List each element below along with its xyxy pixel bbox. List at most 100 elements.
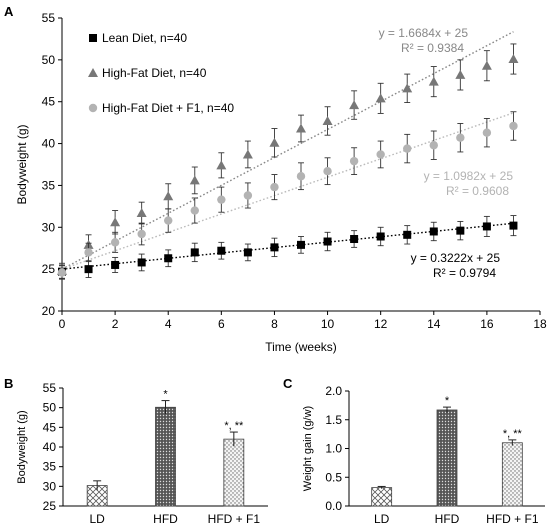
category-label: LD (374, 512, 390, 526)
data-point (137, 229, 146, 239)
data-point (349, 100, 360, 110)
y-tick-label: 35 (43, 460, 57, 474)
y-tick-label: 2.0 (325, 384, 342, 398)
data-point (428, 76, 439, 86)
data-point (111, 260, 120, 269)
data-point (456, 133, 465, 142)
data-point (217, 246, 226, 255)
category-label: HFD + F1 (208, 512, 261, 526)
data-point (89, 34, 97, 42)
data-point (350, 235, 359, 244)
data-point (481, 60, 492, 70)
x-axis-label: Time (weeks) (265, 340, 337, 354)
data-point (137, 258, 146, 267)
data-point (296, 172, 306, 181)
category-label: HFD (435, 512, 460, 526)
trendline (61, 31, 514, 270)
data-point (323, 166, 332, 176)
bar (223, 438, 245, 507)
data-point (189, 175, 200, 185)
y-tick-label: 55 (43, 381, 57, 395)
y-tick-label: 40 (43, 440, 57, 454)
data-point (270, 182, 279, 192)
y-tick-label: 0.0 (325, 499, 342, 513)
data-point (243, 191, 253, 200)
legend-entry: High-Fat Diet, n=40 (102, 66, 207, 80)
significance-label: * (445, 395, 450, 407)
legend-entry: High-Fat Diet + F1, n=40 (102, 101, 234, 115)
panel-label-c: C (283, 376, 293, 391)
x-tick-label: 0 (59, 317, 66, 331)
x-tick-label: 6 (218, 317, 225, 331)
trendlines (61, 31, 514, 270)
data-point (429, 141, 438, 150)
data-series (57, 43, 519, 280)
data-point (242, 149, 253, 159)
trendline-equation: y = 1.0982x + 25 (424, 169, 514, 183)
data-point (482, 128, 492, 137)
y-tick-label: 50 (42, 53, 56, 67)
x-tick-label: 12 (374, 317, 388, 331)
y-tick-label: 1.0 (325, 442, 342, 456)
trendline-r2: R² = 0.9794 (433, 266, 496, 280)
data-point (509, 121, 518, 131)
data-point (349, 156, 359, 166)
x-tick-label: 10 (321, 317, 335, 331)
trendline-equation: y = 0.3222x + 25 (411, 251, 501, 265)
data-point (323, 237, 332, 246)
data-point (403, 230, 412, 239)
y-axis-label: Weight gain (g/w) (302, 406, 314, 491)
panel-label-a: A (4, 4, 14, 19)
x-tick-label: 2 (112, 317, 119, 331)
data-point (455, 69, 466, 79)
line-chart-bodyweight: 20 25 30 35 40 45 50 55 0 2 4 6 8 10 12 14 16 18 Lean Die… (15, 11, 547, 354)
bar-chart-weight-gain: 0.0 0.5 1.0 1.5 2.0 LD * HFD *, ** HFD + F1 Weig… (302, 384, 545, 526)
category-label: LD (89, 512, 105, 526)
chart-legend: Lean Diet, n=40 High-Fat Diet, n=40 High-F… (88, 31, 234, 115)
data-point (84, 248, 93, 257)
x-tick-label: 18 (533, 317, 547, 331)
y-tick-label: 55 (42, 11, 56, 25)
series (57, 111, 518, 280)
significance-label: *, ** (224, 420, 244, 432)
data-point (269, 137, 280, 147)
significance-label: * (163, 389, 168, 401)
data-point (376, 232, 385, 241)
bar-chart-bodyweight: 25 30 35 40 45 50 55 LD * HFD *, ** HFD + F1 Bodyw… (16, 381, 268, 526)
y-tick-label: 30 (43, 479, 57, 493)
legend-entry: Lean Diet, n=40 (102, 31, 187, 45)
x-tick-label: 14 (427, 317, 441, 331)
bar (436, 409, 458, 507)
category-label: HFD (153, 512, 178, 526)
data-point (376, 150, 385, 159)
trendline-r2: R² = 0.9384 (401, 41, 464, 55)
data-point (375, 93, 386, 103)
x-tick-label: 8 (271, 317, 278, 331)
data-point (164, 254, 173, 263)
data-point (429, 227, 438, 236)
data-point (217, 195, 226, 204)
data-point (190, 206, 199, 215)
y-tick-label: 1.5 (325, 413, 342, 427)
data-point (84, 265, 93, 274)
data-point (110, 238, 120, 247)
y-tick-label: 30 (42, 220, 56, 234)
chart-axes: 20 25 30 35 40 45 50 55 0 2 4 6 8 10 12 14 16 18 (42, 11, 547, 331)
y-tick-label: 45 (42, 95, 56, 109)
y-axis-label: Bodyweight (g) (16, 410, 28, 483)
data-point (456, 226, 465, 235)
data-point (88, 68, 98, 77)
data-point (508, 54, 519, 64)
y-tick-label: 0.5 (325, 470, 342, 484)
y-axis-label: Bodyweight (g) (15, 124, 29, 204)
data-point (163, 191, 174, 201)
data-point (136, 208, 147, 218)
bar (501, 442, 523, 507)
category-label: HFD + F1 (486, 512, 539, 526)
significance-label: *, ** (503, 428, 523, 440)
data-point (57, 268, 67, 277)
y-tick-label: 45 (43, 420, 57, 434)
data-point (322, 115, 333, 125)
y-tick-label: 25 (43, 499, 57, 513)
